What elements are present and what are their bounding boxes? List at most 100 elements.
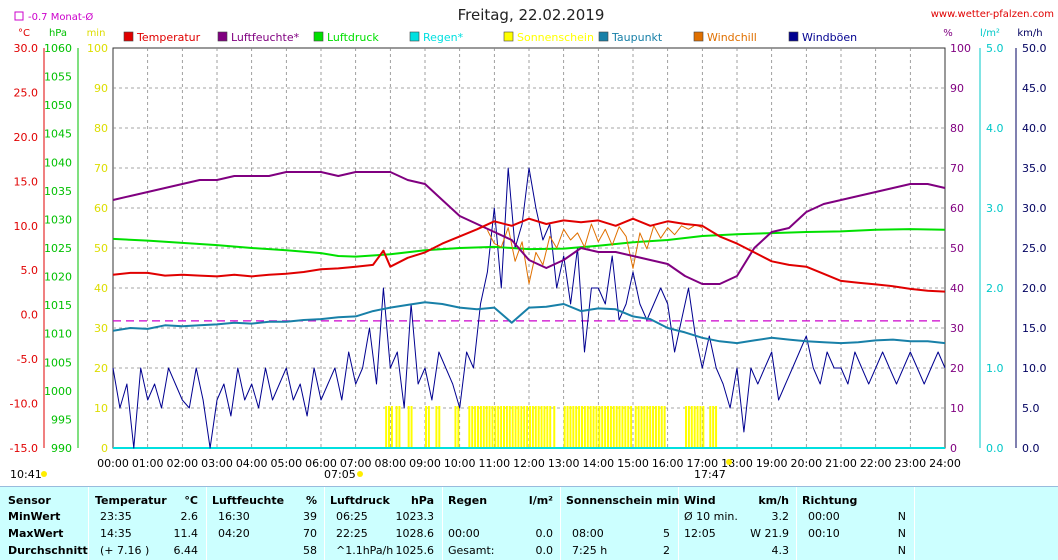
rain-tick-label: 5.0 (986, 42, 1004, 55)
pressure-tick-label: 1060 (44, 42, 72, 55)
x-tick-label: 21:00 (825, 457, 857, 470)
sunshine-bar (500, 406, 503, 448)
x-tick-label: 09:00 (409, 457, 441, 470)
sunshine-bar (410, 406, 413, 448)
site-link[interactable]: www.wetter-pfalzen.com (931, 9, 1054, 20)
stats-header-pressure: Luftdruck (330, 494, 390, 507)
rain-tick-label: 0.0 (986, 442, 1004, 455)
legend-swatch (123, 31, 134, 42)
sunshine-bar (595, 406, 598, 448)
legend-label: Temperatur (136, 31, 201, 44)
wind-tick-label: 25.0 (1022, 242, 1047, 255)
series-windböen (112, 167, 946, 449)
legend-swatch (598, 31, 609, 42)
sunshine-bar (609, 406, 612, 448)
sunshine-bar (438, 406, 441, 448)
sunshine-bar (485, 406, 488, 448)
sunshine-bar (471, 406, 474, 448)
stats-hum-val: 70 (303, 527, 317, 540)
sunshine-bar (566, 406, 569, 448)
humidity-tick-label: 80 (950, 122, 964, 135)
stats-dir-val: N (897, 527, 906, 540)
series-luftdruck (112, 228, 946, 258)
sunshine-bar (572, 406, 575, 448)
legend-label: Luftdruck (327, 31, 379, 44)
pressure-tick-label: 1020 (44, 271, 72, 284)
stats-wind-time: Ø 10 min. (684, 510, 738, 523)
sunshine-bar (690, 406, 693, 448)
sunshine-bar (607, 406, 609, 448)
x-tick-label: 03:00 (201, 457, 233, 470)
stats-temp-val: 6.44 (173, 544, 199, 557)
left-start-time: 10:41 (10, 468, 42, 481)
stats-temp-time: 14:35 (100, 527, 132, 540)
sunshine-bar (468, 406, 471, 448)
x-tick-label: 24:00 (929, 457, 961, 470)
sunshine-bar (517, 406, 520, 448)
sunshine-bar (575, 406, 578, 448)
sunshine-bar (569, 406, 572, 448)
sunshine-bar (503, 406, 505, 448)
x-tick-label: 06:00 (305, 457, 337, 470)
sunshine-bar (435, 406, 438, 448)
temperature-tick-label: 0.0 (21, 309, 39, 322)
stats-sun-val: 5 (663, 527, 670, 540)
sunshine-bar (578, 406, 581, 448)
stats-rain-time: 00:00 (448, 527, 480, 540)
legend-label: Windchill (707, 31, 757, 44)
legend-label: Regen* (423, 31, 464, 44)
stats-table: Sensor Temperatur °C Luftfeuchte % Luftd… (0, 486, 1058, 560)
stats-press-time: ^1.1hPa/h (336, 544, 394, 557)
x-tick-label: 02:00 (166, 457, 198, 470)
sunshine-tick-label: 40 (94, 282, 108, 295)
sunshine-tick-label: 60 (94, 202, 108, 215)
stats-press-val: 1023.3 (395, 510, 435, 523)
stats-hum-time: 16:30 (218, 510, 250, 523)
series-temperatur (112, 217, 946, 293)
sunshine-bar (543, 406, 546, 448)
sun-icon (41, 471, 47, 477)
sunshine-bar (529, 406, 531, 448)
sunshine-bar (630, 406, 633, 448)
temperature-tick-label: -10.0 (10, 398, 38, 411)
stats-header-humidity: Luftfeuchte (212, 494, 285, 507)
pressure-tick-label: 1050 (44, 99, 72, 112)
x-tick-label: 04:00 (236, 457, 268, 470)
sunshine-bar (508, 406, 511, 448)
sunshine-bar (715, 406, 718, 448)
sunshine-bar (505, 406, 508, 448)
sunshine-bar (454, 406, 457, 448)
sunshine-bar (649, 406, 652, 448)
stats-press-time: 06:25 (336, 510, 368, 523)
pressure-tick-label: 1045 (44, 128, 72, 141)
stats-sun-time: 08:00 (572, 527, 604, 540)
humidity-tick-label: 70 (950, 162, 964, 175)
sunshine-bar (474, 406, 477, 448)
x-tick-label: 19:00 (756, 457, 788, 470)
sunshine-bar (540, 406, 543, 448)
stats-dir-time: 00:10 (808, 527, 840, 540)
chart-labels: Freitag, 22.02.2019 www.wetter-pfalzen.c… (10, 6, 1054, 481)
temperature-tick-label: 20.0 (14, 131, 39, 144)
humidity-unit-label: % (943, 28, 953, 39)
pressure-unit-label: hPa (49, 28, 67, 39)
chart-title: Freitag, 22.02.2019 (458, 6, 605, 24)
stats-temp-val: 2.6 (180, 510, 199, 523)
legend-label: Taupunkt (611, 31, 663, 44)
humidity-tick-label: 60 (950, 202, 964, 215)
pressure-tick-label: 1035 (44, 185, 72, 198)
wind-unit-label: km/h (1017, 28, 1042, 39)
stats-dir-time: 00:00 (808, 510, 840, 523)
x-tick-label: 13:00 (548, 457, 580, 470)
sunshine-bar (634, 406, 637, 448)
sunshine-bar (491, 406, 494, 448)
sunshine-bars (385, 406, 718, 448)
sunshine-bar (526, 406, 529, 448)
axes-layer: 00:00 01:00 02:00 03:00 04:00 05:00 06:00 07:00… (10, 28, 1047, 470)
weather-chart: 00:00 01:00 02:00 03:00 04:00 05:00 06:00 07:00… (10, 6, 1054, 481)
sunshine-bar (589, 406, 592, 448)
sunshine-bar (687, 406, 690, 448)
sunshine-bar (660, 406, 663, 448)
legend-swatch (409, 31, 420, 42)
temperature-tick-label: 10.0 (14, 220, 39, 233)
